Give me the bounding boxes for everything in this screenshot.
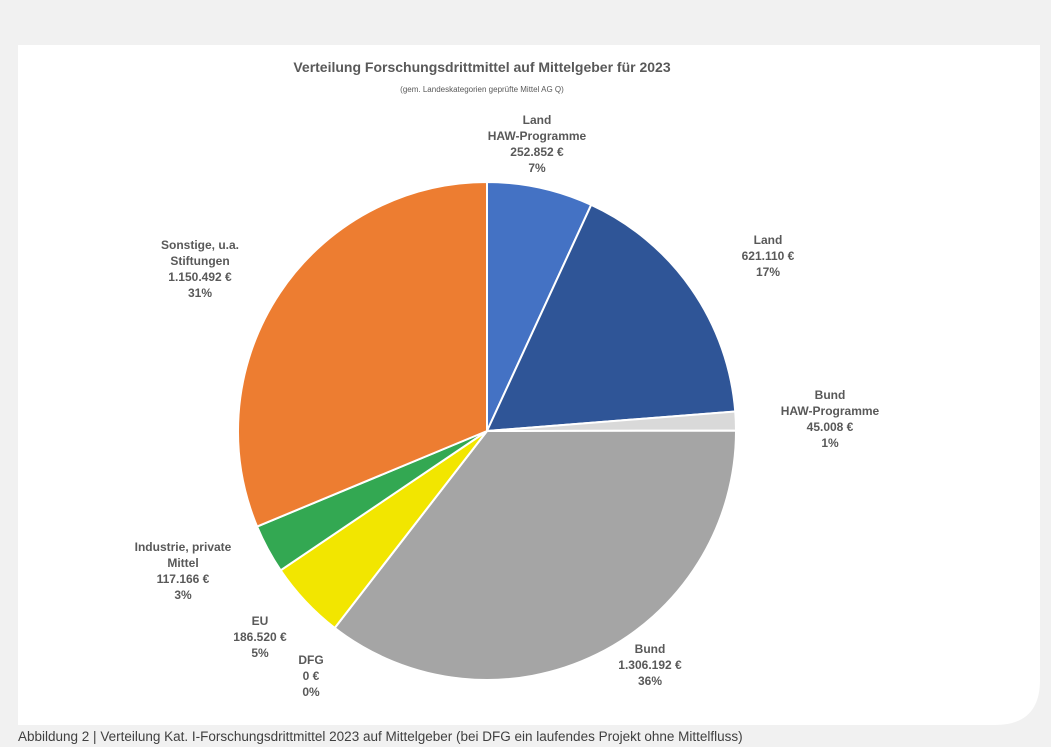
slice-percent-label: 5%	[251, 646, 269, 660]
slice-value-label: 621.110 €	[742, 249, 795, 263]
chart-subtitle: (gem. Landeskategorien geprüfte Mittel A…	[400, 85, 564, 94]
slice-value-label: 117.166 €	[157, 572, 210, 586]
chart-title: Verteilung Forschungsdrittmittel auf Mit…	[293, 59, 670, 75]
slice-category-label: Bund	[635, 642, 666, 656]
slice-percent-label: 31%	[188, 286, 212, 300]
slice-percent-label: 17%	[756, 265, 780, 279]
slice-value-label: 252.852 €	[510, 145, 564, 159]
slice-value-label: 0 €	[303, 669, 320, 683]
label-line: Stiftungen	[170, 254, 229, 268]
label-line: Bund	[635, 642, 666, 656]
label-line: Sonstige, u.a.	[161, 238, 239, 252]
slice-category-label: DFG	[298, 653, 323, 667]
label-line: Industrie, private	[135, 540, 232, 554]
label-line: Mittel	[167, 556, 198, 570]
slice-value-label: 45.008 €	[807, 420, 854, 434]
slice-percent-label: 3%	[174, 588, 192, 602]
label-line: HAW-Programme	[781, 404, 880, 418]
slice-category-label: Sonstige, u.a. Stiftungen	[161, 238, 239, 268]
slice-category-label: Land HAW-Programme	[488, 113, 587, 143]
label-line: Land	[754, 233, 783, 247]
pie-slice	[486, 180, 593, 432]
label-line: DFG	[298, 653, 323, 667]
label-line: HAW-Programme	[488, 129, 587, 143]
label-line: Land	[523, 113, 552, 127]
slice-value-label: 186.520 €	[233, 630, 287, 644]
slice-category-label: EU	[252, 614, 269, 628]
slice-category-label: Land	[754, 233, 783, 247]
slice-category-label: Bund HAW-Programme	[781, 388, 880, 418]
label-line: EU	[252, 614, 269, 628]
slice-percent-label: 7%	[528, 161, 546, 175]
slice-category-label: Industrie, private Mittel	[135, 540, 232, 570]
label-line: Bund	[815, 388, 846, 402]
slice-value-label: 1.150.492 €	[168, 270, 232, 284]
slice-percent-label: 1%	[821, 436, 839, 450]
caption: Abbildung 2 | Verteilung Kat. I-Forschun…	[18, 729, 743, 744]
pie-slice	[333, 429, 738, 681]
slice-value-label: 1.306.192 €	[618, 658, 682, 672]
pie-slice	[485, 203, 737, 433]
pie-slice	[237, 180, 488, 528]
slice-percent-label: 0%	[302, 685, 320, 699]
slice-percent-label: 36%	[638, 674, 662, 688]
